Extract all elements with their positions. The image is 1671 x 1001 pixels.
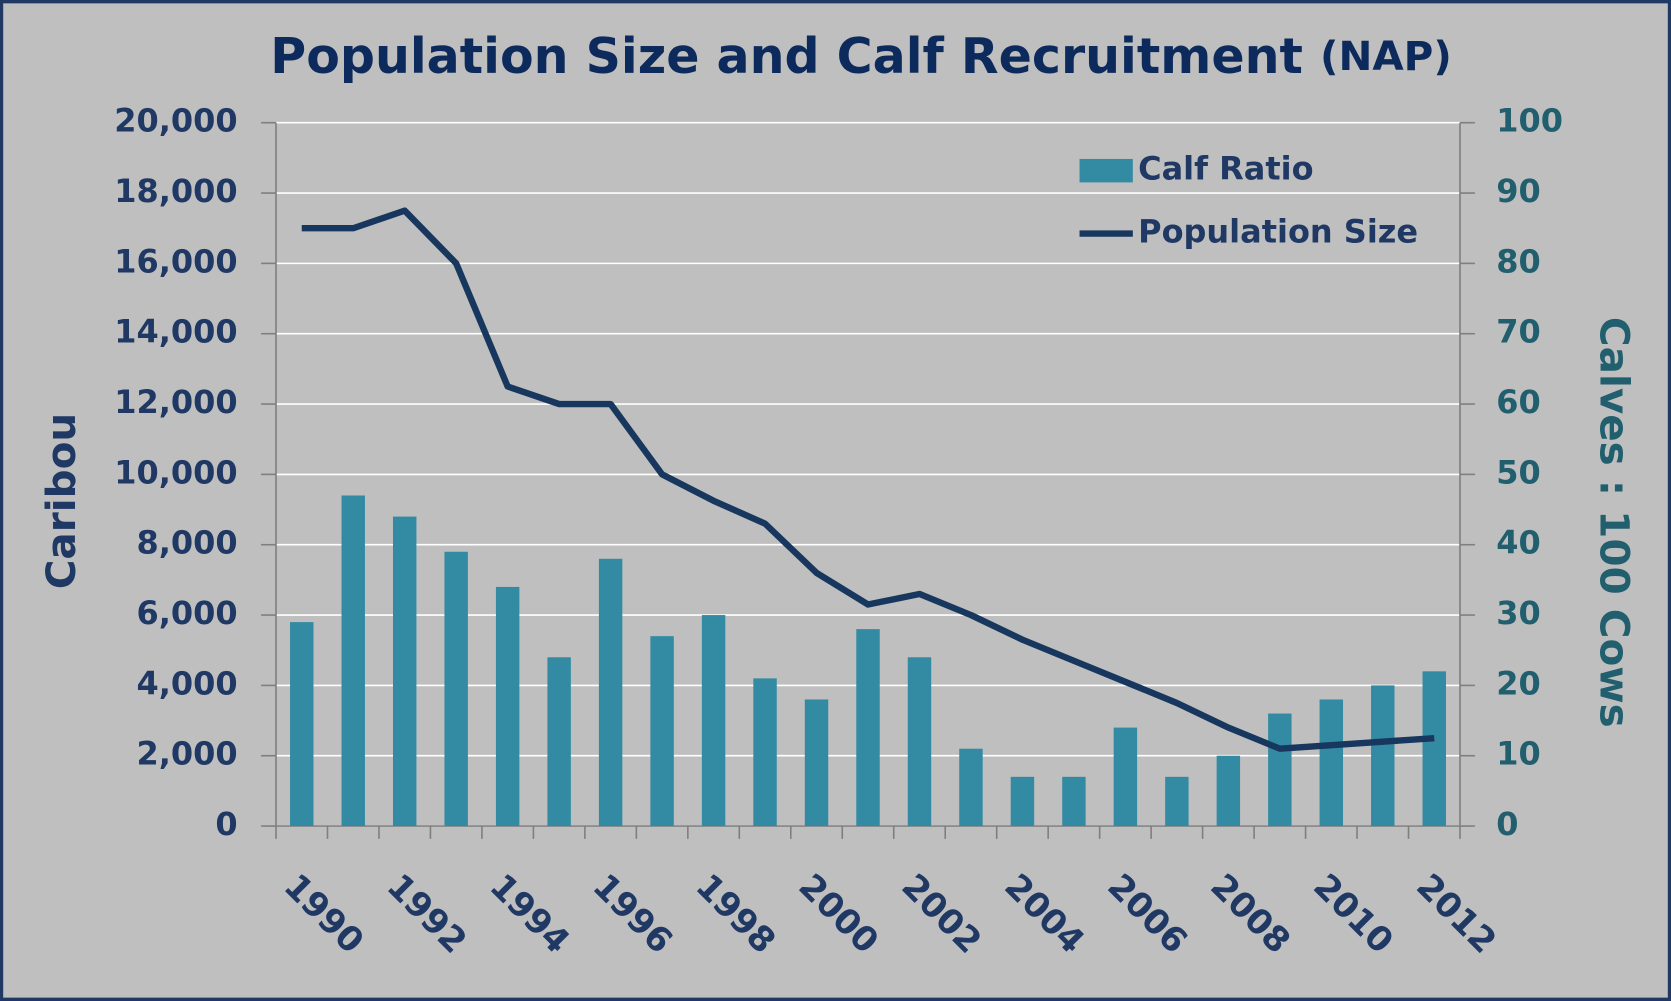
y-tick-label: 18,000 [114,172,237,210]
y-tick-label: 12,000 [114,383,237,421]
legend-label: Calf Ratio [1138,150,1313,188]
bar [1216,755,1241,827]
title-suffix: (NAP) [1320,32,1452,80]
y-tick-label: 14,000 [114,313,237,351]
legend-label: Population Size [1138,213,1418,251]
bar [1371,685,1395,827]
y2-tick-label: 70 [1496,313,1541,351]
background [3,3,1668,998]
bar [959,748,983,827]
bar [1319,699,1344,827]
y-tick-label: 8,000 [137,524,238,562]
bar [701,615,726,827]
y-tick-label: 4,000 [137,664,238,702]
y2-tick-label: 10 [1496,735,1541,773]
bar [1422,671,1446,827]
y-tick-label: 20,000 [114,102,237,140]
bar [1062,776,1086,827]
bar [650,636,674,827]
y2-tick-label: 80 [1496,242,1541,280]
y2-tick-label: 50 [1496,453,1541,491]
bar [1113,727,1138,827]
bar [1165,776,1189,827]
y2-tick-label: 60 [1496,383,1541,421]
line [301,207,1435,752]
bar [1268,713,1292,827]
y-tick-label: 2,000 [137,735,238,773]
y2-tick-label: 30 [1496,594,1541,632]
y2-tick-label: 90 [1496,172,1541,210]
y2-tick-label: 100 [1496,102,1563,140]
bar [907,657,932,827]
y2-tick-label: 20 [1496,664,1541,702]
bar [392,516,417,827]
bar [495,586,520,827]
bar [444,551,468,827]
bar [341,495,365,827]
bar [598,558,623,827]
chart-title: Population Size and Calf Recruitment (NA… [270,26,1452,84]
y-tick-label: 16,000 [114,242,237,280]
bar [804,699,829,827]
bar [547,657,571,827]
y-tick-label: 6,000 [137,594,238,632]
bar [1010,776,1035,827]
y2-tick-label: 0 [1496,805,1518,843]
title-main: Population Size and Calf Recruitment [270,26,1303,84]
y-tick-label: 10,000 [114,453,237,491]
y2-tick-label: 40 [1496,524,1541,562]
legend-swatch [1079,158,1133,183]
bar [753,678,777,827]
y-tick-label: 0 [215,805,237,843]
y2-axis-label: Calves : 100 Cows [1590,317,1638,728]
bar [856,629,880,827]
y-axis-label: Caribou [37,413,85,590]
bar [290,622,314,827]
